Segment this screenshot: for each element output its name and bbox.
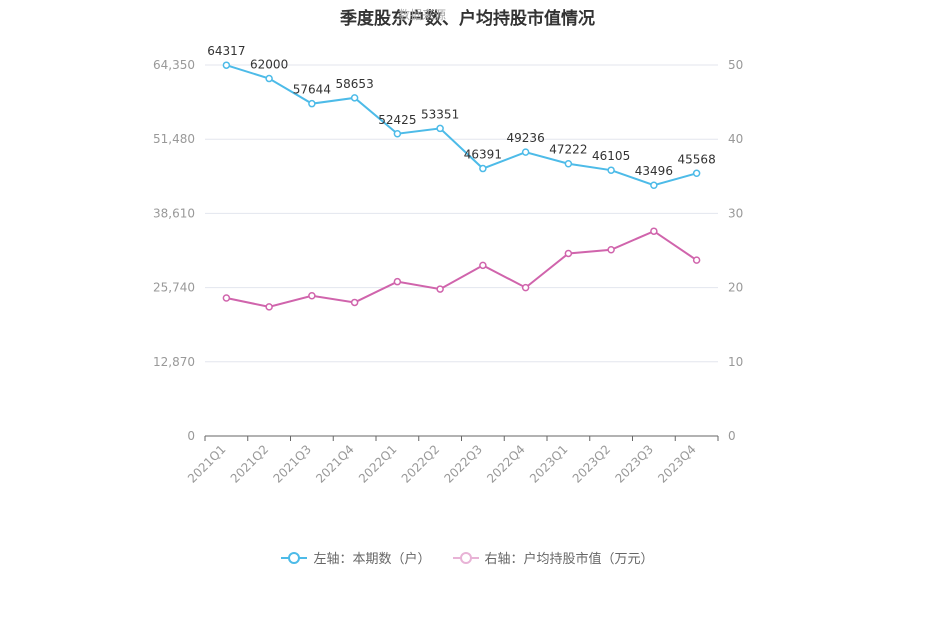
x-tick-label: 2021Q4 [313, 442, 357, 486]
data-point-left [436, 124, 444, 133]
y-left-tick-label: 51,480 [153, 132, 195, 146]
series-line-right [226, 230, 698, 308]
x-tick-label: 2023Q1 [527, 442, 571, 486]
data-point-left [607, 166, 615, 174]
y-right-tick-label: 10 [728, 355, 743, 369]
x-tick-label: 2023Q3 [612, 442, 656, 486]
data-point-right [436, 285, 444, 293]
chart-title: 季度股东户数、户均持股市值情况 [340, 9, 595, 29]
legend: 左轴：本期数（户） 右轴：户均持股市值（万元） [0, 548, 935, 567]
data-point-left [393, 130, 402, 138]
data-point-left [692, 169, 701, 178]
data-label-left: 47222 [549, 143, 587, 157]
data-point-left [564, 159, 573, 168]
legend-right-series-label: 右轴：户均持股市值（万元） [484, 552, 654, 567]
data-point-right [650, 227, 658, 235]
data-label-left: 45568 [678, 152, 716, 166]
data-point-left [521, 148, 530, 156]
data-label-left: 52425 [378, 113, 416, 127]
series-line-left [226, 64, 697, 187]
data-point-right [393, 277, 402, 286]
legend-left-series-marker-icon [281, 551, 308, 564]
y-right-tick-label: 50 [728, 58, 743, 72]
x-tick-label: 2022Q2 [399, 442, 443, 486]
x-tick-label: 2021Q1 [185, 442, 229, 486]
data-label-left: 49236 [507, 131, 545, 145]
x-tick-label: 2022Q4 [484, 442, 528, 486]
data-point-right [564, 249, 573, 258]
y-left-tick-label: 38,610 [153, 206, 195, 220]
x-tick-label: 2023Q4 [655, 442, 699, 486]
legend-left-series-label: 左轴：本期数（户） [313, 552, 431, 567]
data-point-left [350, 94, 359, 102]
watermark: 数据来源 [398, 8, 447, 22]
data-point-right [521, 283, 530, 292]
x-tick-label: 2023Q2 [570, 442, 614, 486]
y-right-tick-label: 40 [728, 132, 743, 146]
data-label-left: 58653 [336, 77, 374, 91]
x-tick-label: 2021Q3 [270, 442, 314, 486]
data-point-left [479, 164, 487, 173]
data-point-left [650, 181, 658, 189]
y-right-tick-label: 20 [728, 281, 743, 295]
y-left-tick-label: 25,740 [153, 281, 195, 295]
data-point-left [308, 99, 316, 108]
data-point-right [607, 246, 615, 254]
data-point-right [308, 292, 316, 300]
data-label-left: 46105 [592, 149, 630, 163]
y-left-tick-label: 12,870 [153, 355, 195, 369]
x-tick-label: 2022Q1 [356, 442, 400, 486]
data-label-left: 64317 [207, 44, 245, 58]
data-label-left: 46391 [464, 148, 502, 162]
data-point-right [350, 298, 359, 307]
y-right-tick-label: 0 [728, 429, 736, 443]
y-left-tick-label: 0 [187, 429, 195, 443]
y-right-tick-label: 30 [728, 206, 743, 220]
x-tick-label: 2022Q3 [441, 442, 485, 486]
legend-item-left-series[interactable]: 左轴：本期数（户） [281, 548, 431, 567]
data-label-left: 43496 [635, 164, 673, 178]
data-point-right [265, 303, 273, 311]
x-tick-label: 2021Q2 [228, 442, 272, 486]
data-point-left [265, 74, 273, 83]
data-point-right [222, 294, 231, 302]
data-point-right [479, 261, 487, 270]
data-label-left: 62000 [250, 58, 288, 72]
y-left-tick-label: 64,350 [153, 58, 195, 72]
data-label-left: 53351 [421, 107, 459, 121]
data-point-right [692, 256, 701, 264]
legend-item-right-series[interactable]: 右轴：户均持股市值（万元） [452, 548, 654, 567]
data-point-left [222, 61, 231, 69]
data-label-left: 57644 [293, 83, 331, 97]
legend-right-series-marker-icon [452, 551, 479, 564]
